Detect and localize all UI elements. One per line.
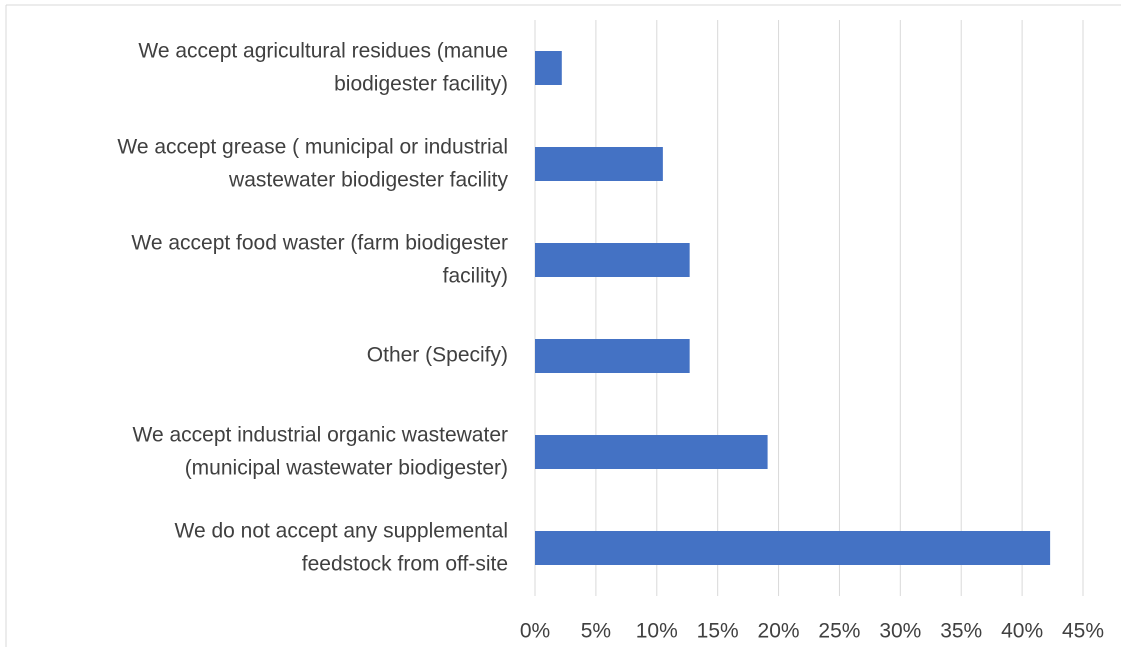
- bar: [535, 147, 663, 181]
- bar: [535, 339, 690, 373]
- x-tick-label: 45%: [1062, 620, 1104, 643]
- x-tick-label: 30%: [879, 620, 921, 643]
- y-tick-label: We do not accept any supplemental feedsto…: [175, 519, 509, 575]
- bar: [535, 531, 1051, 565]
- y-tick-label: We accept food waster (farm biodigester f…: [131, 231, 508, 287]
- x-tick-label: 15%: [697, 620, 739, 643]
- y-tick-label: Other (Specify): [367, 344, 508, 367]
- bar: [535, 51, 562, 85]
- bar: [535, 243, 690, 277]
- x-tick-label: 40%: [1001, 620, 1043, 643]
- x-tick-label: 5%: [581, 620, 611, 643]
- bar: [535, 435, 768, 469]
- x-tick-label: 35%: [940, 620, 982, 643]
- y-tick-label: We accept agricultural residues (manue bi…: [138, 39, 508, 95]
- y-tick-label: We accept grease ( municipal or industri…: [117, 135, 508, 191]
- x-tick-label: 0%: [520, 620, 550, 643]
- x-tick-label: 20%: [758, 620, 800, 643]
- x-tick-label: 25%: [818, 620, 860, 643]
- y-tick-label: We accept industrial organic wastewater(…: [133, 423, 508, 479]
- x-tick-label: 10%: [636, 620, 678, 643]
